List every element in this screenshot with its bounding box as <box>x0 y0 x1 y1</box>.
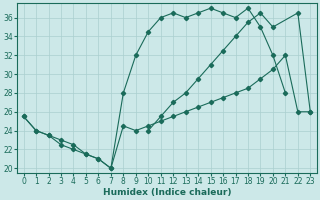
X-axis label: Humidex (Indice chaleur): Humidex (Indice chaleur) <box>103 188 231 197</box>
